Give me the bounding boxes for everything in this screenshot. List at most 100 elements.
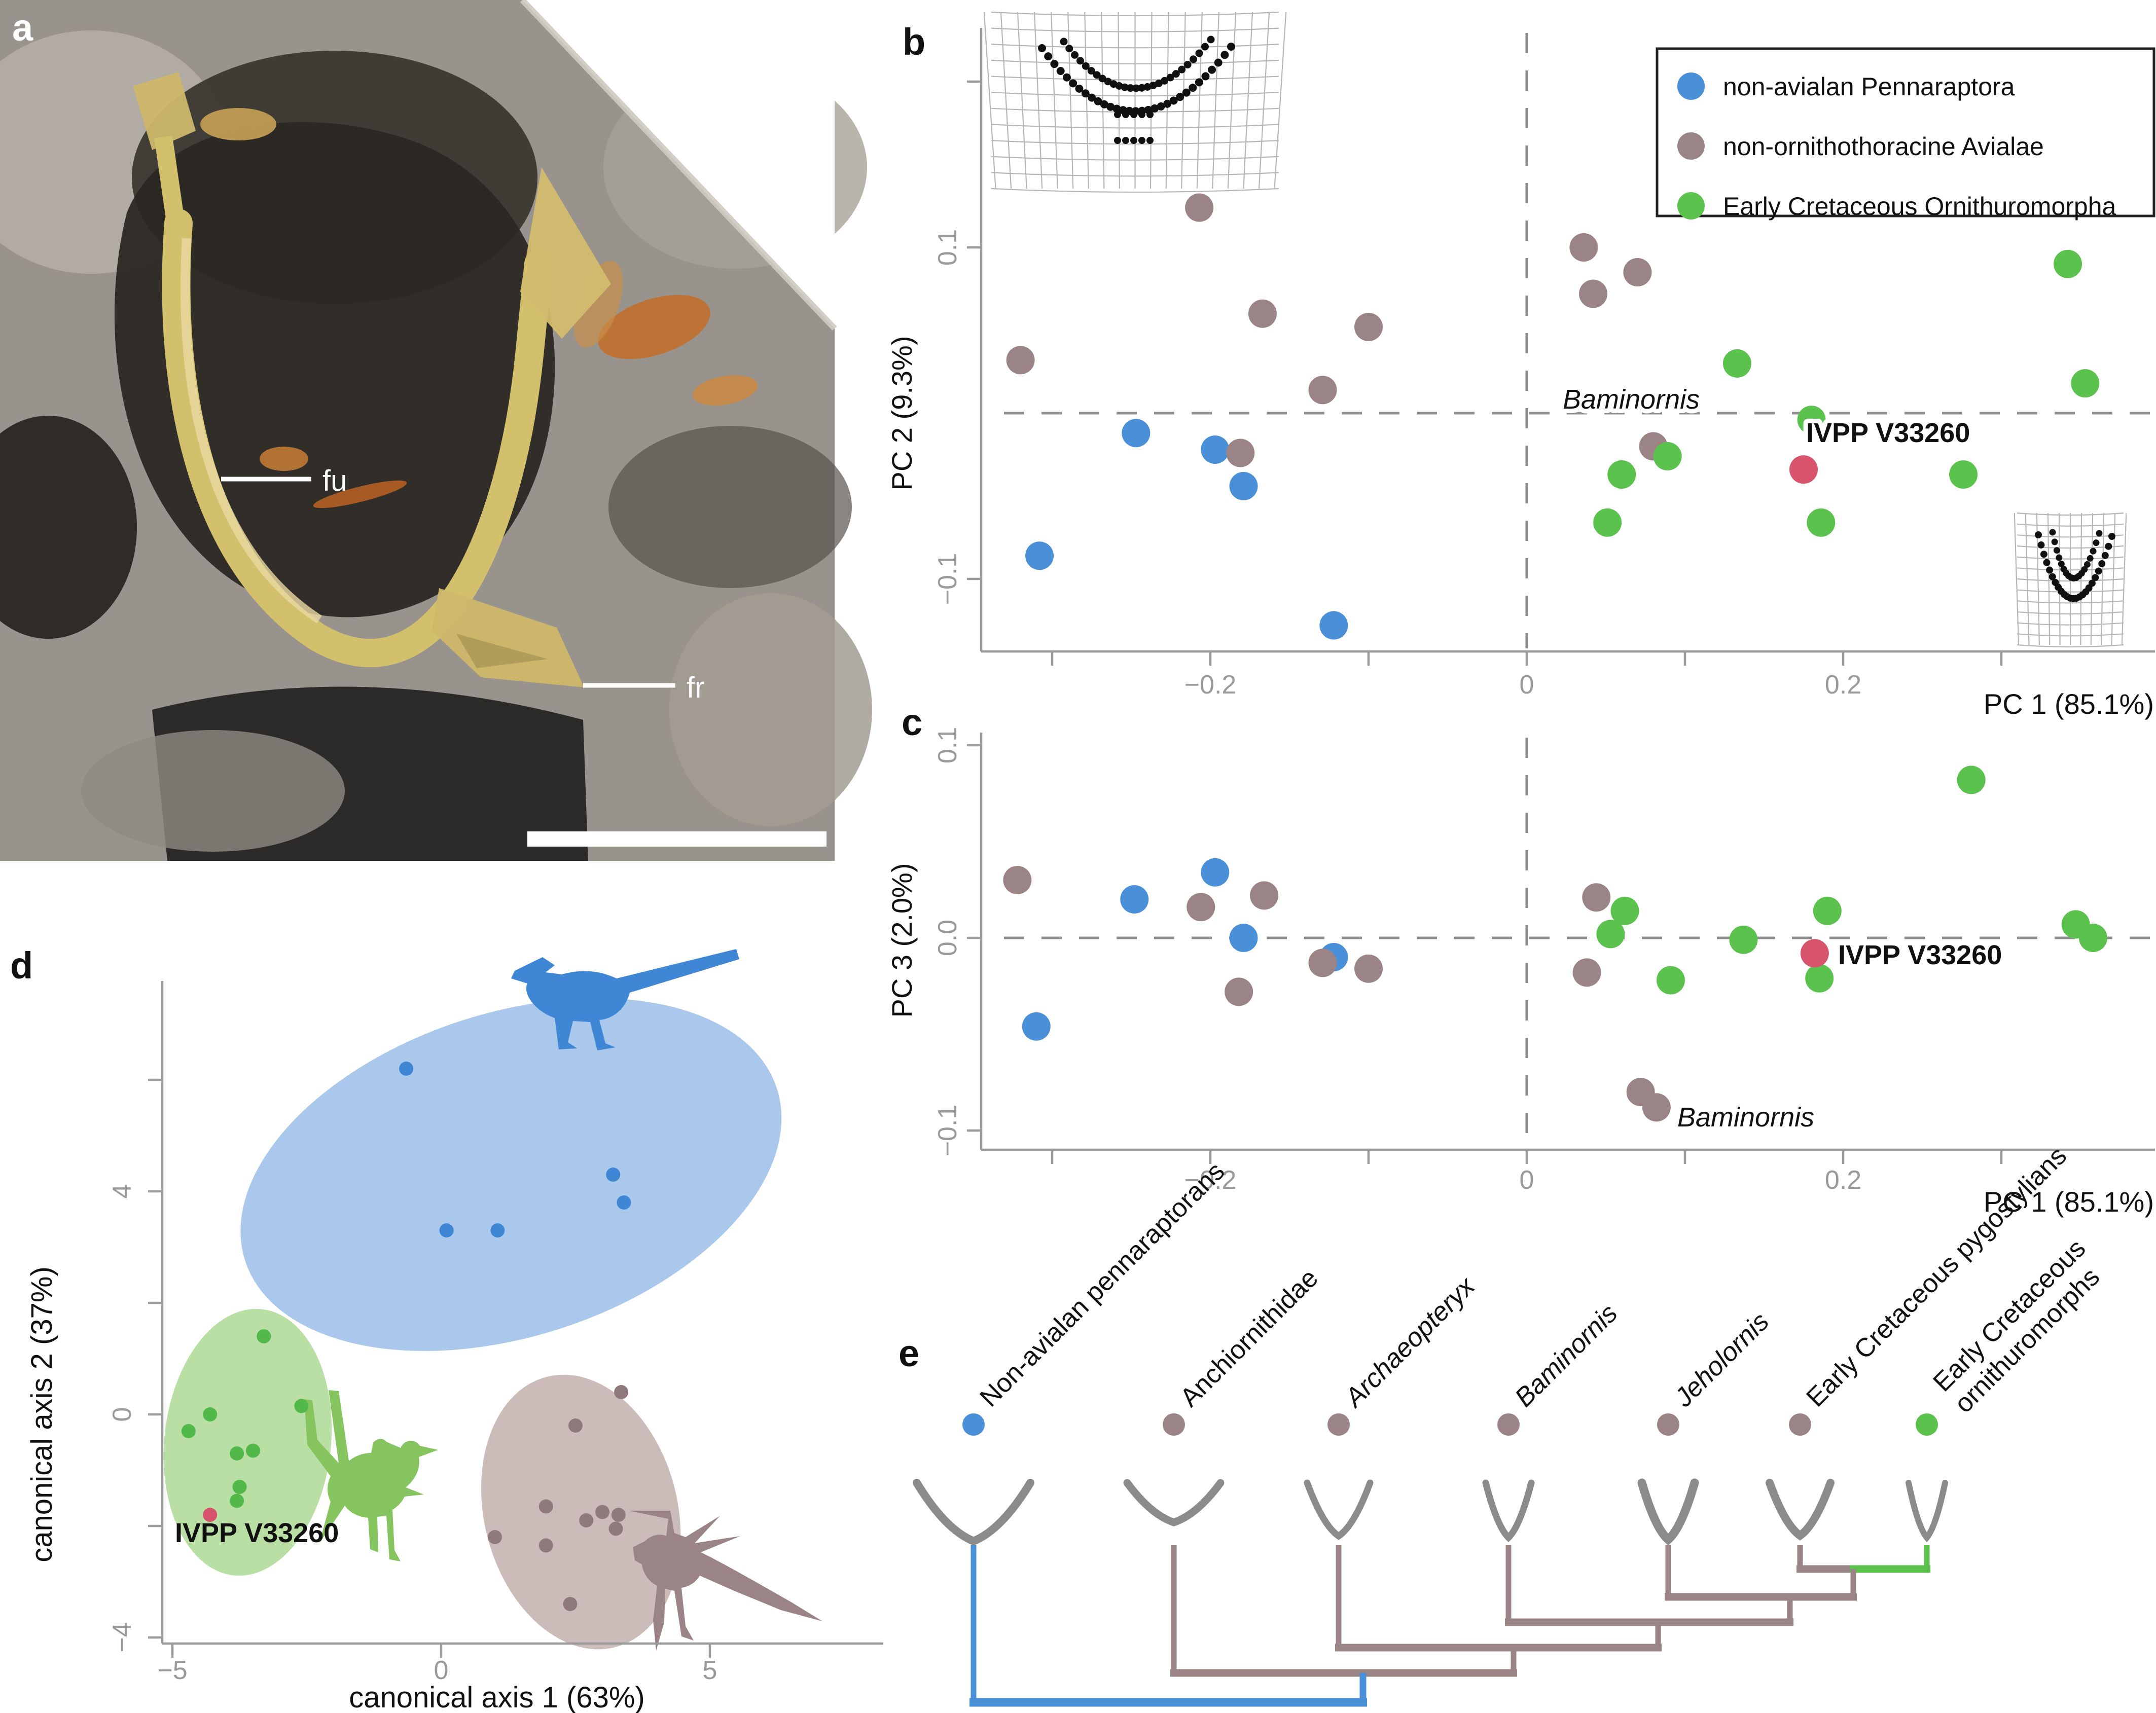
- landmark-dot: [1114, 137, 1121, 144]
- fu-label: fu: [322, 464, 347, 497]
- data-point-non-avialan-pennaraptorans: [617, 1195, 631, 1210]
- data-point-early-cretaceous-ornithuromorphs: [246, 1443, 260, 1458]
- data-point-non-ornithothoracine-avialans: [538, 1499, 553, 1514]
- landmark-dot: [1183, 61, 1192, 69]
- landmark-dot: [2088, 579, 2096, 587]
- fragment-bone-shade: [456, 634, 548, 668]
- landmark-dot: [1182, 88, 1191, 97]
- landmark-dot: [1172, 70, 1180, 78]
- x-tick-label: 0.2: [1825, 1165, 1861, 1195]
- rock-patch: [81, 730, 345, 852]
- furcula-shape-icon: [1482, 1479, 1535, 1543]
- tps-grid-line: [991, 11, 1279, 17]
- tps-grid-line: [1000, 12, 1012, 189]
- data-point-non-ornithothoracine-avialae: [1308, 949, 1337, 977]
- tps-grid-line: [991, 172, 1279, 177]
- data-point-non-ornithothoracine-avialae: [1623, 258, 1652, 287]
- y-tick-label: 0.1: [933, 229, 962, 266]
- group-ellipse: [481, 1374, 681, 1650]
- landmark-dot: [1157, 102, 1165, 111]
- data-point-non-ornithothoracine-avialae: [1572, 958, 1601, 987]
- landmark-dot: [1069, 79, 1077, 88]
- data-point-early-cretaceous-ornithuromorpha: [1653, 442, 1682, 471]
- panel-b-y-title: PC 2 (9.3%): [886, 336, 918, 491]
- landmark-dot: [1138, 84, 1146, 92]
- landmark-dot: [1062, 73, 1071, 82]
- tps-grid-line: [991, 27, 1279, 32]
- landmark-dot: [1075, 84, 1084, 93]
- landmark-dot: [1163, 99, 1172, 108]
- landmark-dot: [1178, 65, 1186, 74]
- tip-label-baminornis: Baminornis: [1509, 1299, 1623, 1413]
- panel-d-ellipses: [163, 998, 782, 1650]
- tps-grid-line: [2017, 512, 2124, 516]
- panel-d-ivpp-label: IVPP V33260: [175, 1518, 339, 1548]
- tip-dot: [1789, 1413, 1811, 1436]
- x-tick-label: −5: [157, 1656, 187, 1685]
- landmark-dot: [2049, 529, 2056, 536]
- data-point-non-ornithothoracine-avialae: [1003, 866, 1032, 894]
- furcula-bone: [162, 209, 553, 668]
- tps-grid-line: [2017, 633, 2124, 637]
- tps-grid-line: [2017, 578, 2124, 582]
- data-point-non-avialan-pennaraptora: [1229, 924, 1258, 952]
- tps-grid-line: [1149, 12, 1153, 189]
- data-point-non-ornithothoracine-avialae: [1354, 954, 1383, 983]
- bone-flare-upper-left: [133, 72, 196, 150]
- landmark-dot: [1227, 43, 1235, 51]
- data-point-ivpp-v33260: [203, 1508, 218, 1522]
- legend-label-ornithuromorpha: Early Cretaceous Ornithuromorpha: [1723, 192, 2116, 221]
- furcula-shape-icon: [1766, 1479, 1835, 1541]
- data-point-non-ornithothoracine-avialae: [1642, 1093, 1671, 1122]
- landmark-dot: [1195, 78, 1203, 87]
- landmark-dot: [1138, 111, 1145, 118]
- data-point-non-avialan-pennaraptora: [1025, 541, 1054, 570]
- tps-grid-line: [991, 92, 1279, 97]
- tps-grid-line: [2017, 611, 2124, 615]
- x-tick-label: −0.2: [1184, 1165, 1237, 1195]
- data-point-non-ornithothoracine-avialans: [611, 1508, 626, 1522]
- y-tick-label: 4: [107, 1184, 137, 1199]
- legend-label-avialae: non-ornithothoracine Avialae: [1723, 132, 2044, 161]
- panel-d-x-title: canonical axis 1 (63%): [349, 1681, 645, 1713]
- landmark-dot: [1146, 111, 1154, 118]
- landmark-dot: [2087, 555, 2094, 562]
- data-point-non-ornithothoracine-avialans: [595, 1505, 609, 1519]
- tps-grid-line: [1196, 12, 1203, 189]
- legend-dot-avialae: [1677, 132, 1705, 160]
- tip-label-jeholornis: Jeholornis: [1669, 1307, 1775, 1413]
- scale-bar: [527, 831, 827, 847]
- y-tick-label: 0.0: [933, 920, 962, 956]
- data-point-early-cretaceous-ornithuromorpha: [1957, 766, 1986, 794]
- tps-grid-line: [991, 156, 1279, 161]
- bone-segment: [154, 135, 186, 230]
- landmark-dot: [1044, 52, 1053, 61]
- tps-grid-line: [2025, 513, 2030, 645]
- tps-grid-line: [2017, 589, 2124, 593]
- landmark-dot: [1112, 104, 1121, 113]
- landmark-dot: [1114, 111, 1121, 118]
- data-point-non-ornithothoracine-avialans: [608, 1521, 623, 1536]
- y-tick-label: −0.1: [933, 1105, 962, 1157]
- data-point-early-cretaceous-ornithuromorphs: [294, 1399, 309, 1413]
- data-point-non-ornithothoracine-avialans: [563, 1597, 578, 1611]
- landmark-dot: [1038, 44, 1046, 52]
- landmark-dot: [2083, 561, 2091, 568]
- tps-grid-line: [2101, 513, 2105, 645]
- landmark-dot: [1201, 43, 1209, 51]
- data-point-early-cretaceous-ornithuromorpha: [1813, 896, 1842, 925]
- y-tick-label: −4: [107, 1622, 137, 1652]
- data-point-non-ornithothoracine-avialans: [579, 1513, 594, 1527]
- data-point-early-cretaceous-ornithuromorpha: [2054, 249, 2082, 278]
- tps-grid-line: [2090, 513, 2094, 645]
- data-point-early-cretaceous-ornithuromorpha: [1656, 966, 1685, 995]
- data-point-early-cretaceous-ornithuromorpha: [1607, 460, 1636, 489]
- legend: non-avialan Pennaraptora non-ornithothor…: [1656, 47, 2155, 221]
- data-point-non-avialan-pennaraptora: [1319, 611, 1348, 640]
- data-point-non-ornithothoracine-avialae: [1569, 233, 1598, 262]
- landmark-dot: [1214, 58, 1223, 67]
- panel-b-plot: −0.2 0 0.2 0.1 −0.1: [933, 28, 2155, 700]
- landmark-dot: [1201, 72, 1210, 81]
- landmark-dot: [1195, 49, 1203, 57]
- legend-label-pennaraptora: non-avialan Pennaraptora: [1723, 72, 2015, 101]
